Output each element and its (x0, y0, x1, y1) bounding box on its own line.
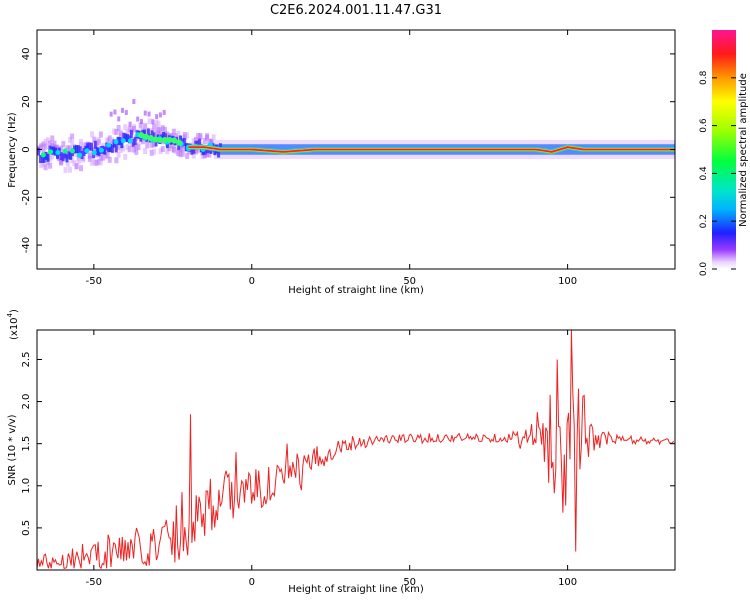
spectrogram-image (37, 99, 675, 174)
snr-xtick-label: 100 (558, 577, 577, 588)
spectrogram-ytick-label: -20 (21, 189, 32, 205)
snr-ytick-label: 1.5 (21, 436, 32, 452)
svg-text:(x104): (x104) (6, 309, 20, 340)
spectrogram-xtick-label: 100 (558, 276, 577, 287)
colorbar-tick-label: 0.8 (699, 70, 709, 85)
spectrogram-xtick-label: 0 (249, 276, 255, 287)
spectrogram-ytick-label: 40 (21, 48, 32, 61)
spectrogram-ytick-label: -40 (21, 237, 32, 253)
snr-multiplier-exp: 4 (6, 312, 14, 317)
snr-ytick-label: 1.0 (21, 478, 32, 494)
snr-ytick-label: 2.5 (21, 352, 32, 368)
spectrogram-xtick-label: 50 (403, 276, 416, 287)
colorbar: 0.0 0.2 0.4 0.6 0.8 Normalized spectral ampl… (699, 30, 749, 276)
spectrogram-panel: -50 0 50 100 -40 -20 0 20 40 Height of straight … (7, 29, 676, 296)
snr-series-line (37, 330, 675, 570)
spectrogram-ytick-label: 0 (21, 146, 32, 152)
snr-multiplier-close: ) (9, 309, 20, 313)
colorbar-tick-label: 0.6 (699, 118, 709, 133)
snr-multiplier: (x104) (6, 309, 20, 340)
snr-frame (36, 329, 676, 571)
snr-ylabel: SNR (10 * v/v) (7, 414, 18, 485)
snr-xtick-label: 0 (249, 577, 255, 588)
spectrogram-xlabel: Height of straight line (km) (288, 285, 424, 296)
colorbar-gradient (712, 30, 736, 269)
colorbar-tick-label: 0.2 (699, 214, 709, 228)
snr-ytick-label: 0.5 (21, 520, 32, 536)
snr-xtick-label: 50 (403, 577, 416, 588)
snr-ytick-label: 2.0 (21, 394, 32, 410)
colorbar-tick-label: 0.0 (699, 262, 709, 277)
figure-title: C2E6.2024.001.11.47.G31 (270, 3, 442, 18)
spectrogram-ylabel: Frequency (Hz) (7, 112, 18, 188)
colorbar-label: Normalized spectral amplitude (738, 73, 749, 227)
colorbar-tick-label: 0.4 (699, 166, 709, 181)
spectrogram-ytick-label: 20 (21, 95, 32, 108)
spectrogram-xtick-label: -50 (86, 276, 102, 287)
snr-multiplier-base: (x10 (9, 317, 20, 340)
snr-panel: -50 0 50 100 0.5 1.0 1.5 2.0 2.5 Height of strai… (6, 309, 676, 595)
snr-xtick-label: -50 (86, 577, 102, 588)
snr-xlabel: Height of straight line (km) (288, 584, 424, 595)
